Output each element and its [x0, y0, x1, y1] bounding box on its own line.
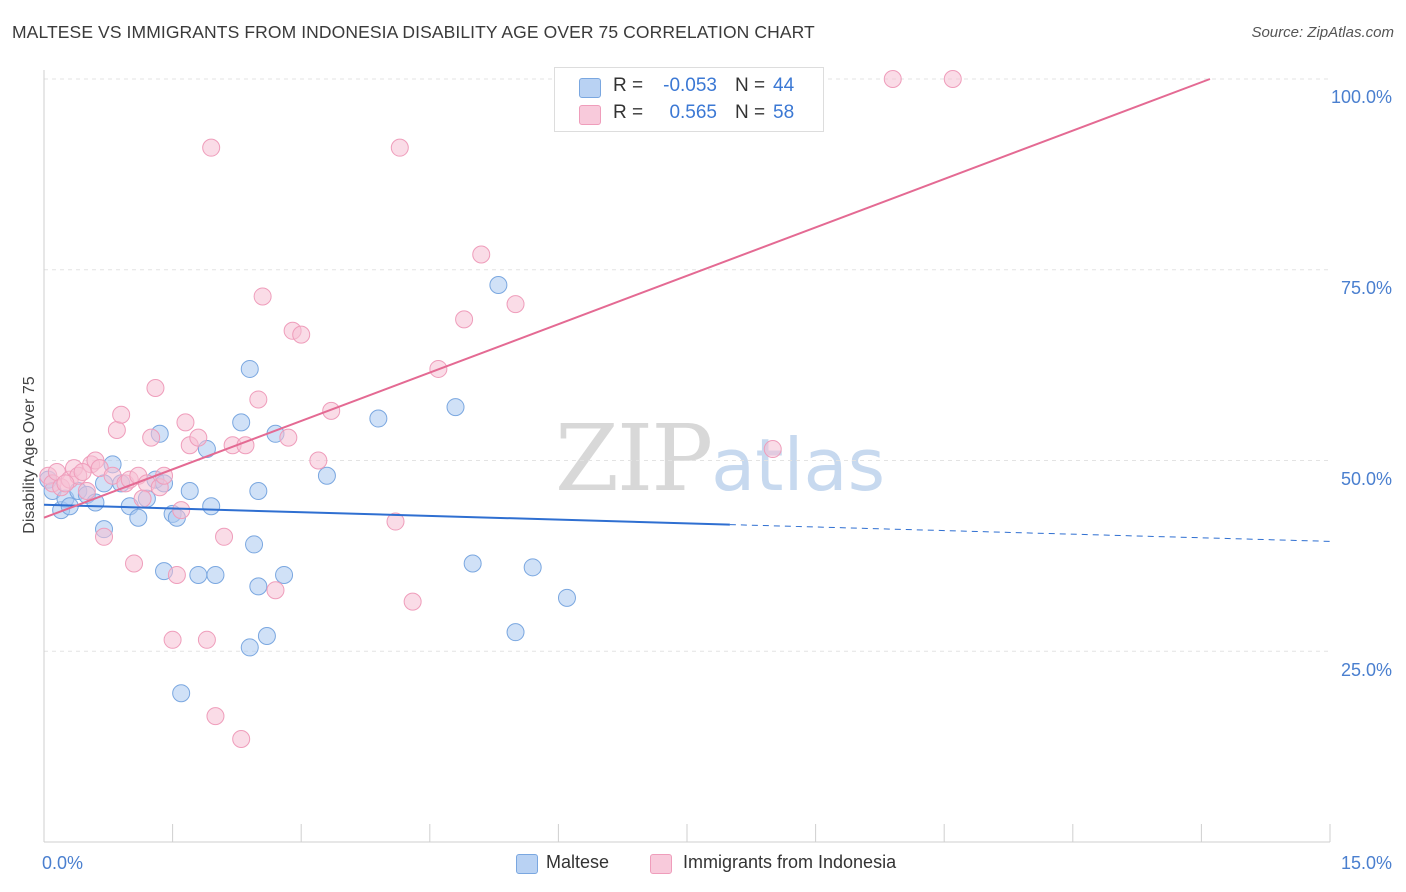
indonesia-point: [73, 462, 92, 481]
indonesia-point: [163, 630, 182, 649]
indonesia-point: [403, 592, 422, 611]
indonesia-point: [146, 379, 165, 398]
indonesia-point: [95, 527, 114, 546]
indonesia-swatch: [579, 105, 601, 125]
maltese-point: [275, 565, 294, 584]
maltese-point: [202, 497, 221, 516]
y-tick-75: 75.0%: [1340, 278, 1392, 298]
maltese-point: [172, 684, 191, 703]
indonesia-point: [249, 390, 268, 409]
maltese-point: [489, 276, 508, 295]
indonesia-point: [763, 440, 782, 459]
indonesia-point: [390, 138, 409, 157]
r-label: R =: [613, 102, 644, 123]
y-tick-25: 25.0%: [1340, 660, 1392, 680]
maltese-trend-line: [43, 503, 730, 526]
maltese-point: [257, 626, 276, 645]
watermark: ZIPatlas: [555, 405, 885, 512]
indonesia-point: [506, 295, 525, 314]
indonesia-point: [77, 482, 96, 501]
indonesia-point: [133, 489, 152, 508]
indonesia-point: [215, 527, 234, 546]
indonesia-point: [253, 287, 272, 306]
stats-legend: R = -0.053 N = 44 R = 0.565 N = 58: [554, 67, 824, 132]
indonesia-point: [386, 512, 405, 531]
indonesia-point: [455, 310, 474, 329]
x-tick-min: 0.0%: [42, 853, 84, 873]
maltese-point: [506, 623, 525, 642]
indonesia-point: [279, 428, 298, 447]
stats-row-maltese: R = -0.053 N = 44: [555, 75, 823, 101]
indonesia-point: [883, 70, 902, 88]
maltese-swatch: [579, 78, 601, 98]
indonesia-point: [172, 501, 191, 520]
maltese-point: [180, 482, 199, 501]
indonesia-point: [266, 581, 285, 600]
indonesia-point: [472, 245, 491, 264]
indonesia-point: [197, 630, 216, 649]
indonesia-point: [232, 729, 251, 748]
indonesia-point: [206, 707, 225, 726]
maltese-point: [446, 398, 465, 417]
indonesia-point: [202, 138, 221, 157]
indonesia-point: [56, 474, 75, 493]
source-label: Source: ZipAtlas.com: [1251, 24, 1394, 41]
y-tick-50: 50.0%: [1340, 469, 1392, 489]
stats-row-indonesia: R = 0.565 N = 58: [555, 102, 823, 128]
n-value: 44: [773, 75, 795, 96]
indonesia-point: [167, 565, 186, 584]
maltese-point: [249, 482, 268, 501]
maltese-legend-swatch: [516, 854, 538, 874]
maltese-point: [240, 638, 259, 657]
indonesia-trend-line: [43, 78, 1211, 519]
x-tick-max: 15.0%: [1340, 853, 1392, 873]
chart-title: MALTESE VS IMMIGRANTS FROM INDONESIA DIS…: [12, 22, 815, 42]
indonesia-point: [292, 325, 311, 344]
maltese-point: [240, 359, 259, 378]
maltese-point: [317, 466, 336, 485]
indonesia-point: [107, 420, 126, 439]
n-label: N =: [735, 75, 766, 96]
maltese-point: [369, 409, 388, 428]
maltese-point: [523, 558, 542, 577]
r-label: R =: [613, 75, 644, 96]
maltese-point: [249, 577, 268, 596]
maltese-point: [463, 554, 482, 573]
maltese-legend-label: Maltese: [546, 852, 610, 872]
n-value: 58: [773, 102, 795, 123]
maltese-point: [232, 413, 251, 432]
r-value: 0.565: [669, 102, 717, 123]
maltese-point: [557, 588, 576, 607]
indonesia-point: [125, 554, 144, 573]
indonesia-point: [142, 428, 161, 447]
maltese-point: [129, 508, 148, 527]
watermark-atlas: atlas: [711, 423, 886, 507]
maltese-trend-extension: [729, 524, 1331, 542]
watermark-zip: ZIP: [555, 405, 713, 512]
maltese-point: [245, 535, 264, 554]
indonesia-point: [309, 451, 328, 470]
n-label: N =: [735, 102, 766, 123]
r-value: -0.053: [663, 75, 717, 96]
indonesia-point: [189, 428, 208, 447]
indonesia-point: [943, 70, 962, 88]
y-tick-100: 100.0%: [1330, 87, 1392, 107]
indonesia-point: [176, 413, 195, 432]
indonesia-point: [112, 405, 131, 424]
indonesia-legend-label: Immigrants from Indonesia: [683, 852, 897, 872]
maltese-point: [189, 565, 208, 584]
maltese-point: [206, 565, 225, 584]
indonesia-point: [322, 401, 341, 420]
indonesia-legend-swatch: [650, 854, 672, 874]
